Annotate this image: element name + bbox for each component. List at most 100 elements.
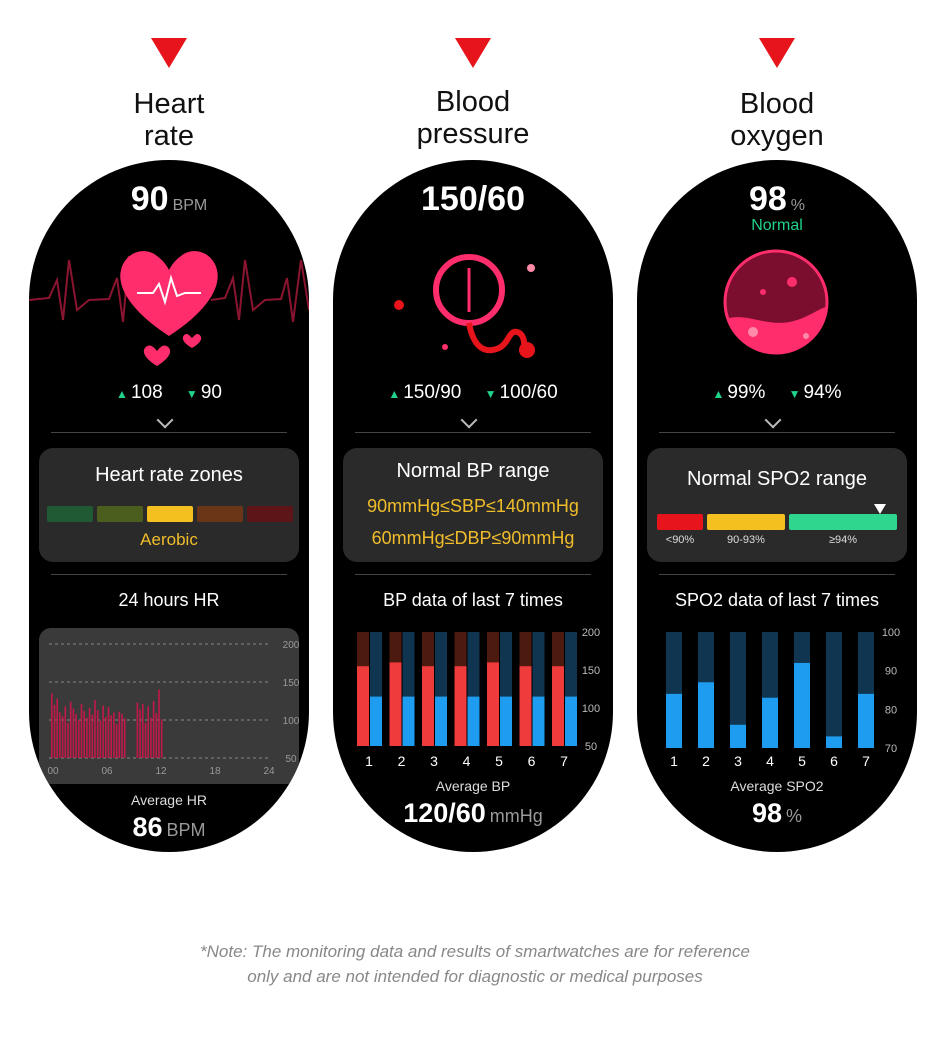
- ecg-line-icon: [29, 255, 130, 323]
- heart-icon: [120, 251, 218, 336]
- zone-bar-active: [147, 506, 193, 522]
- dbp-bar: [435, 696, 447, 746]
- hr-bar: [53, 704, 56, 758]
- avg-hr-value: 86: [132, 812, 163, 842]
- divider: [355, 432, 591, 433]
- hr-bar: [61, 716, 64, 758]
- x-tick-label: 5: [798, 753, 806, 769]
- y-tick-label: 200: [283, 640, 300, 651]
- hr-bar: [136, 702, 139, 758]
- dbp-bar: [467, 696, 480, 746]
- current-hr-value: 90: [130, 180, 169, 218]
- hr-bar: [80, 704, 83, 758]
- hr-bar: [86, 717, 88, 758]
- spo2-bar-track: [730, 632, 746, 748]
- x-tick-label: 1: [670, 753, 678, 769]
- hr-bar: [150, 717, 152, 758]
- divider: [355, 574, 591, 575]
- hr-bar: [158, 689, 160, 758]
- spo2-graphic: [723, 249, 829, 355]
- range-bar: [707, 514, 785, 530]
- range-label: 90-93%: [727, 534, 765, 546]
- hr-24h-chart: 200 150 100 50 00 06 12 18 24: [39, 628, 300, 784]
- heart-rate-zones-card: Heart rate zones Aerobic: [39, 448, 299, 562]
- hr-bar: [99, 720, 102, 758]
- x-tick-label: 7: [560, 753, 568, 769]
- spo2-bar: [762, 697, 778, 748]
- blood-pressure-title: Blood pressure: [333, 86, 613, 150]
- down-arrow-icon: [455, 38, 491, 68]
- spo2-status: Normal: [751, 217, 803, 234]
- bp-max: 150/90: [403, 382, 462, 403]
- hr-bar: [51, 693, 53, 758]
- avg-spo2-value: 98: [751, 798, 783, 828]
- spo2-bar: [794, 662, 810, 748]
- dbp-bar: [532, 696, 545, 746]
- up-arrow-icon: ▲: [712, 387, 725, 401]
- hr-bar: [105, 716, 107, 758]
- title-line-1: Blood: [739, 88, 815, 120]
- bp-min-max: ▲ 150/90 ▼ 100/60: [333, 382, 613, 404]
- x-tick-label: 4: [463, 753, 471, 769]
- hr-bar: [64, 706, 67, 758]
- heart-rate-title: Heart rate: [29, 88, 309, 152]
- x-tick-label: 6: [528, 753, 536, 769]
- sbp-bar: [487, 662, 499, 746]
- x-tick-label: 5: [495, 753, 503, 769]
- hr-max: 108: [130, 382, 163, 403]
- title-line-2: pressure: [416, 118, 530, 150]
- spo2-bar-track: [826, 632, 842, 748]
- spo2-min-max: ▲ 99% ▼ 94%: [637, 382, 917, 404]
- divider: [51, 574, 287, 575]
- range-bar: [657, 514, 703, 530]
- x-tick-label: 18: [209, 766, 221, 777]
- ecg-line-icon: [210, 259, 309, 323]
- x-tick-label: 2: [702, 753, 710, 769]
- hr-bar: [83, 710, 85, 758]
- hr-bar: [88, 707, 91, 758]
- small-heart-icon: [143, 345, 171, 366]
- current-spo2-value: 98: [748, 180, 787, 218]
- y-tick-label: 70: [885, 743, 897, 755]
- x-tick-label: 7: [862, 753, 870, 769]
- dbp-bar: [500, 696, 512, 746]
- avg-spo2-label: Average SPO2: [730, 778, 824, 794]
- heart-graphic: [29, 251, 309, 366]
- dbp-bar: [565, 696, 577, 746]
- divider: [51, 432, 287, 433]
- hr-bar: [107, 707, 110, 758]
- heart-rate-screen[interactable]: 90 BPM ▲ 108 ▼ 90 Heart rate zones Aerobic …: [29, 160, 309, 852]
- spo2-bar: [666, 693, 682, 748]
- down-arrow-icon: ▼: [788, 387, 801, 401]
- zone-bar: [197, 506, 243, 522]
- divider: [659, 432, 895, 433]
- spo2-bar: [730, 724, 746, 748]
- dbp-bar: [370, 696, 382, 746]
- card-title: Normal BP range: [396, 460, 550, 482]
- disclaimer-line-1: *Note: The monitoring data and results o…: [200, 942, 750, 961]
- range-label: <90%: [665, 534, 695, 546]
- title-line-1: Blood: [435, 86, 511, 118]
- y-tick-label: 50: [585, 741, 597, 753]
- section-title: SPO2 data of last 7 times: [674, 590, 880, 610]
- blood-oxygen-screen[interactable]: 98% Normal ▲ 99% ▼ 94% Normal SPO2 range <…: [637, 160, 917, 852]
- current-bp-value: 150/60: [421, 180, 525, 218]
- current-marker-icon: [874, 504, 886, 514]
- x-tick-label: 4: [766, 753, 774, 769]
- avg-hr: 86 BPM: [29, 812, 309, 843]
- range-label: ≥94%: [828, 534, 858, 546]
- spo2-bar: [826, 736, 842, 748]
- heart-rate-column: Heart rate 90 BPM ▲ 108 ▼ 90 Heart rate zon…: [29, 0, 309, 1044]
- normal-bp-range-card: Normal BP range 90mmHg≤SBP≤140mmHg 60mmH…: [343, 448, 603, 562]
- dbp-bar: [402, 696, 415, 746]
- avg-bp: 120/60 mmHg: [333, 798, 613, 829]
- sbp-bar: [454, 666, 467, 746]
- down-arrow-icon: [759, 38, 795, 68]
- hr-bar: [69, 701, 72, 758]
- blood-pressure-screen[interactable]: 150/60 ▲ 150/90 ▼ 100/60 Normal BP range 9…: [333, 160, 613, 852]
- y-tick-label: 100: [283, 716, 300, 727]
- hr-bar: [118, 711, 121, 758]
- card-title: Normal SPO2 range: [686, 468, 868, 490]
- zone-bar: [47, 506, 93, 522]
- hr-bar: [96, 710, 99, 758]
